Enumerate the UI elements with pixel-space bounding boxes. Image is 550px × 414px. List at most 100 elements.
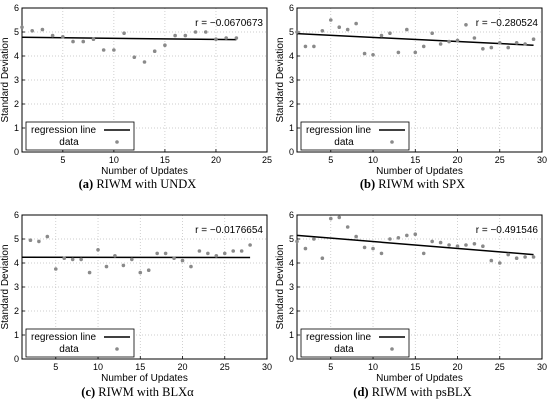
r-value-annotation: r = −0.491546 [476, 225, 539, 236]
y-tick-label: 3 [289, 75, 294, 85]
data-point [104, 264, 109, 269]
legend-box [25, 328, 135, 358]
chart-b-riwm-spx: 5 10 15 20 25 30 0 1 2 3 4 5 6 Number of Updates Stand… [275, 3, 547, 177]
legend-swatch-data [390, 140, 394, 144]
data-point [79, 257, 83, 262]
legend-swatch-data [390, 347, 394, 351]
y-tick-label: 2 [289, 99, 294, 109]
data-point [379, 33, 384, 38]
data-point [345, 27, 350, 32]
y-tick-label: 3 [14, 75, 19, 85]
x-axis-label: Number of Updates [376, 166, 463, 177]
data-point [497, 261, 502, 265]
data-point [312, 237, 316, 241]
data-point [70, 257, 75, 262]
data-point [122, 31, 126, 35]
data-point [224, 36, 228, 40]
data-point [514, 256, 519, 260]
data-point [248, 243, 252, 247]
legend-label-data: data [334, 344, 354, 355]
x-tick-label: 5 [328, 155, 333, 165]
data-point [371, 53, 375, 57]
r-value-annotation: r = −0.0176654 [195, 225, 263, 236]
data-point [362, 245, 367, 250]
data-point [405, 27, 409, 32]
y-tick-label: 6 [14, 3, 19, 13]
y-tick-label: 0 [14, 354, 19, 364]
legend-box [300, 121, 410, 151]
data-point [354, 234, 358, 239]
data-point [96, 248, 100, 252]
data-point [438, 240, 443, 245]
data-point [71, 39, 75, 44]
regression-line [296, 234, 534, 256]
x-tick-label: 15 [135, 362, 145, 372]
data-point [112, 48, 116, 52]
data-point [523, 255, 527, 259]
data-point [222, 251, 227, 256]
data-point [189, 264, 193, 269]
legend-label-regression: regression line [31, 332, 96, 343]
x-tick-label: 25 [220, 362, 230, 372]
data-point [91, 37, 96, 41]
x-tick-label: 10 [109, 155, 119, 165]
data-point [40, 27, 45, 32]
data-point [155, 251, 159, 256]
data-point [203, 30, 208, 34]
data-point [142, 60, 147, 64]
data-point [20, 25, 24, 30]
caption-text: RIWM with UNDX [96, 177, 197, 191]
y-axis-label: Standard Deviation [275, 244, 286, 329]
y-axis-label: Standard Deviation [275, 37, 286, 122]
data-point [328, 216, 333, 221]
data-point [354, 21, 358, 26]
regression-line [296, 32, 534, 46]
data-point [455, 38, 460, 43]
r-value-annotation: r = −0.0670673 [195, 18, 263, 29]
data-point [337, 25, 342, 30]
data-point [295, 30, 299, 34]
data-point [345, 225, 350, 229]
data-point [163, 251, 168, 256]
data-point [37, 239, 41, 244]
caption-label: (d) [353, 385, 369, 399]
data-point [206, 251, 210, 256]
data-point [312, 44, 316, 49]
data-point [438, 42, 443, 46]
data-point [337, 215, 342, 220]
data-point [371, 246, 375, 251]
data-point [61, 35, 65, 39]
legend-label-data: data [59, 344, 79, 355]
data-point [489, 258, 494, 263]
x-tick-label: 20 [453, 362, 463, 372]
x-axis-label: Number of Updates [101, 373, 188, 384]
legend-box [25, 121, 135, 151]
y-tick-label: 1 [14, 123, 19, 133]
y-tick-label: 2 [14, 99, 19, 109]
data-point [172, 256, 176, 260]
x-tick-label: 20 [453, 155, 463, 165]
y-tick-label: 5 [14, 234, 19, 244]
data-point [130, 257, 134, 262]
regression-line [21, 36, 237, 41]
x-tick-label: 30 [537, 155, 547, 165]
data-point [234, 36, 239, 40]
caption-label: (a) [78, 177, 94, 191]
data-point [447, 39, 451, 44]
data-point [396, 236, 401, 240]
data-point [295, 239, 299, 244]
data-point [379, 251, 384, 256]
caption-label: (c) [81, 385, 96, 399]
data-point [231, 249, 236, 253]
y-tick-label: 2 [14, 306, 19, 316]
x-tick-label: 25 [262, 155, 272, 165]
data-point [328, 18, 333, 22]
x-tick-label: 15 [160, 155, 170, 165]
y-tick-label: 0 [289, 147, 294, 157]
data-point [45, 234, 50, 239]
y-tick-label: 4 [289, 258, 294, 268]
data-point [388, 237, 392, 241]
data-point [214, 254, 219, 258]
caption-text: RIWM with BLXα [98, 385, 194, 399]
